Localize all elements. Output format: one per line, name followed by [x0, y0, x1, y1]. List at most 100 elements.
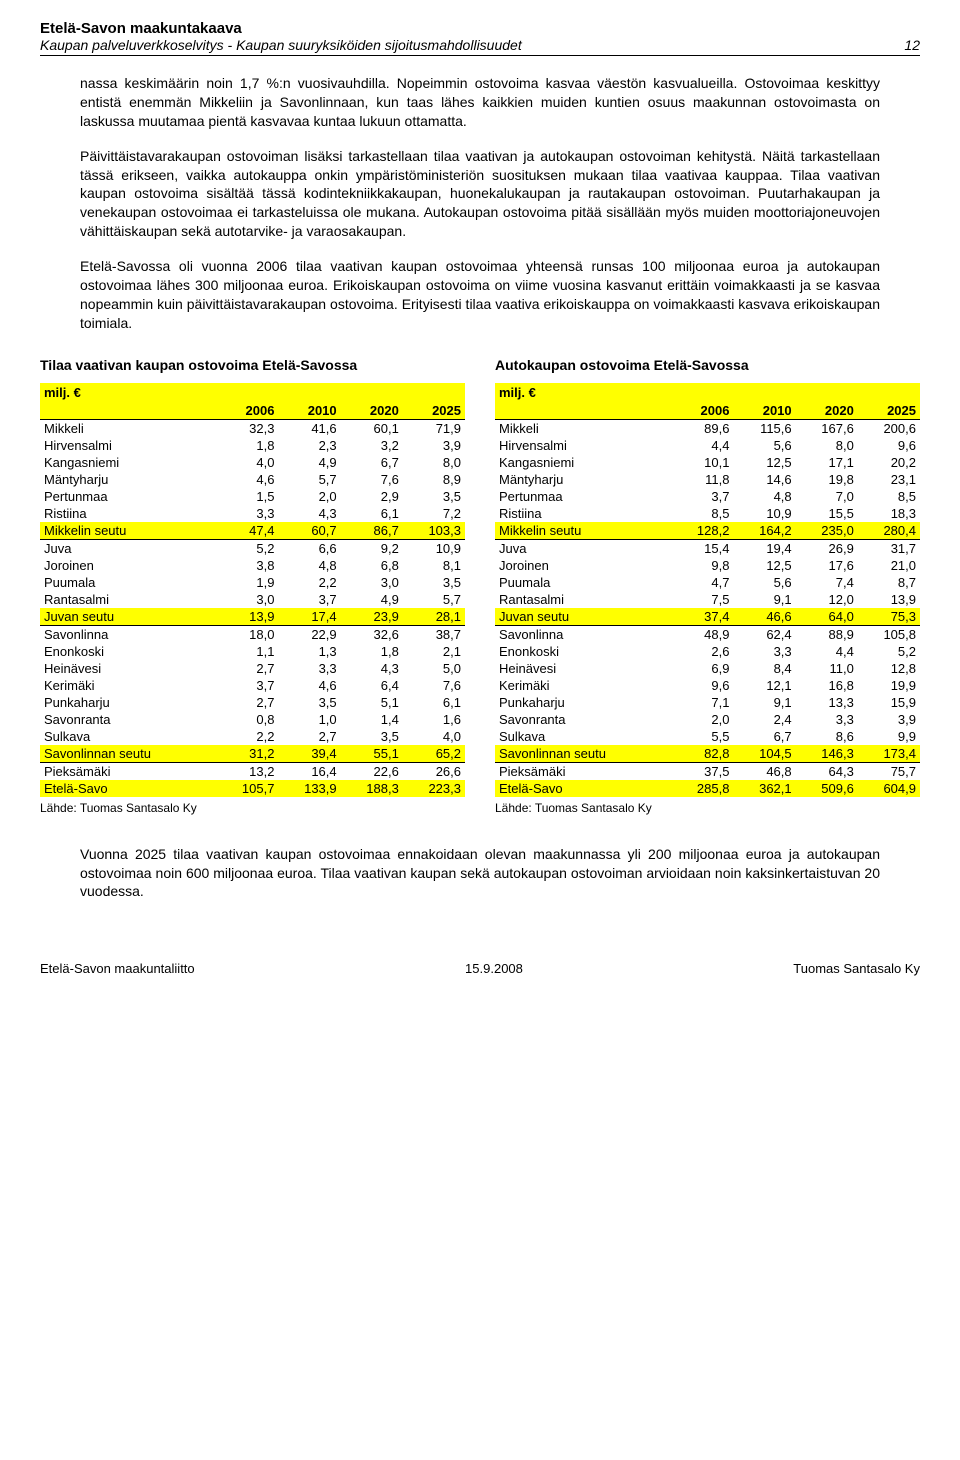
table-row: Pertunmaa3,74,87,08,5	[495, 488, 920, 505]
row-val: 26,6	[403, 762, 465, 780]
row-val: 1,4	[341, 711, 403, 728]
row-name: Joroinen	[495, 557, 671, 574]
row-val: 133,9	[278, 780, 340, 797]
row-name: Etelä-Savo	[495, 780, 671, 797]
year-header: 2020	[341, 402, 403, 420]
row-val: 14,6	[733, 471, 795, 488]
row-name: Juvan seutu	[40, 608, 216, 626]
row-val: 105,8	[858, 625, 920, 643]
row-val: 46,6	[733, 608, 795, 626]
row-val: 62,4	[733, 625, 795, 643]
row-name: Sulkava	[40, 728, 216, 745]
row-val: 2,7	[216, 694, 278, 711]
row-val: 3,3	[733, 643, 795, 660]
row-name: Savonlinna	[495, 625, 671, 643]
row-val: 2,6	[671, 643, 733, 660]
row-val: 10,9	[403, 539, 465, 557]
row-val: 5,6	[733, 437, 795, 454]
row-val: 1,6	[403, 711, 465, 728]
row-val: 3,5	[278, 694, 340, 711]
row-val: 7,2	[403, 505, 465, 522]
row-val: 75,7	[858, 762, 920, 780]
row-val: 46,8	[733, 762, 795, 780]
row-val: 3,3	[278, 660, 340, 677]
row-val: 11,8	[671, 471, 733, 488]
row-val: 82,8	[671, 745, 733, 763]
row-name: Pieksämäki	[40, 762, 216, 780]
row-val: 16,4	[278, 762, 340, 780]
row-name: Punkaharju	[40, 694, 216, 711]
row-val: 362,1	[733, 780, 795, 797]
row-val: 4,8	[733, 488, 795, 505]
row-val: 9,1	[733, 591, 795, 608]
row-val: 2,3	[278, 437, 340, 454]
row-val: 8,9	[403, 471, 465, 488]
row-val: 4,7	[671, 574, 733, 591]
table-row: Savonlinnan seutu82,8104,5146,3173,4	[495, 745, 920, 763]
table-row: Mikkeli32,341,660,171,9	[40, 419, 465, 437]
row-val: 16,8	[796, 677, 858, 694]
row-val: 4,4	[671, 437, 733, 454]
table-row: Ristiina8,510,915,518,3	[495, 505, 920, 522]
row-name: Savonlinna	[40, 625, 216, 643]
row-val: 509,6	[796, 780, 858, 797]
row-val: 9,6	[671, 677, 733, 694]
row-val: 71,9	[403, 419, 465, 437]
table-row: Sulkava5,56,78,69,9	[495, 728, 920, 745]
row-name: Savonlinnan seutu	[40, 745, 216, 763]
row-name: Kerimäki	[495, 677, 671, 694]
row-val: 31,2	[216, 745, 278, 763]
table-right: Autokaupan ostovoima Etelä-Savossa milj.…	[495, 357, 920, 815]
table-row: Punkaharju2,73,55,16,1	[40, 694, 465, 711]
row-val: 115,6	[733, 419, 795, 437]
table-row: Joroinen3,84,86,88,1	[40, 557, 465, 574]
row-val: 4,0	[403, 728, 465, 745]
table-row: Puumala4,75,67,48,7	[495, 574, 920, 591]
header-subtitle-row: Kaupan palveluverkkoselvitys - Kaupan su…	[40, 37, 920, 56]
year-header: 2010	[278, 402, 340, 420]
row-val: 11,0	[796, 660, 858, 677]
row-name: Pertunmaa	[40, 488, 216, 505]
year-header: 2025	[403, 402, 465, 420]
row-val: 4,3	[278, 505, 340, 522]
table-row: Pieksämäki13,216,422,626,6	[40, 762, 465, 780]
row-name: Sulkava	[495, 728, 671, 745]
row-val: 3,0	[216, 591, 278, 608]
table-row: Savonlinnan seutu31,239,455,165,2	[40, 745, 465, 763]
row-val: 3,5	[403, 488, 465, 505]
table-row: Mäntyharju4,65,77,68,9	[40, 471, 465, 488]
row-val: 146,3	[796, 745, 858, 763]
tables-container: Tilaa vaativan kaupan ostovoima Etelä-Sa…	[40, 357, 920, 815]
table-row: Kangasniemi4,04,96,78,0	[40, 454, 465, 471]
row-name: Enonkoski	[495, 643, 671, 660]
row-val: 2,9	[341, 488, 403, 505]
row-name: Rantasalmi	[40, 591, 216, 608]
row-val: 38,7	[403, 625, 465, 643]
row-val: 3,7	[278, 591, 340, 608]
para-2: Päivittäistavarakaupan ostovoiman lisäks…	[80, 147, 880, 241]
row-name: Kangasniemi	[40, 454, 216, 471]
row-val: 7,5	[671, 591, 733, 608]
year-header: 2020	[796, 402, 858, 420]
row-name: Punkaharju	[495, 694, 671, 711]
row-val: 9,9	[858, 728, 920, 745]
row-val: 15,9	[858, 694, 920, 711]
row-val: 8,0	[403, 454, 465, 471]
row-val: 3,9	[403, 437, 465, 454]
table-row: Etelä-Savo285,8362,1509,6604,9	[495, 780, 920, 797]
row-name: Pertunmaa	[495, 488, 671, 505]
row-val: 5,0	[403, 660, 465, 677]
table-right-unit: milj. €	[495, 383, 920, 402]
row-name: Juva	[495, 539, 671, 557]
row-val: 2,7	[278, 728, 340, 745]
table-row: Kangasniemi10,112,517,120,2	[495, 454, 920, 471]
row-val: 18,0	[216, 625, 278, 643]
row-val: 6,9	[671, 660, 733, 677]
row-val: 7,0	[796, 488, 858, 505]
row-val: 2,2	[216, 728, 278, 745]
row-val: 41,6	[278, 419, 340, 437]
row-val: 4,4	[796, 643, 858, 660]
footer-right: Tuomas Santasalo Ky	[793, 961, 920, 976]
table-row: Ristiina3,34,36,17,2	[40, 505, 465, 522]
table-row: Juva5,26,69,210,9	[40, 539, 465, 557]
